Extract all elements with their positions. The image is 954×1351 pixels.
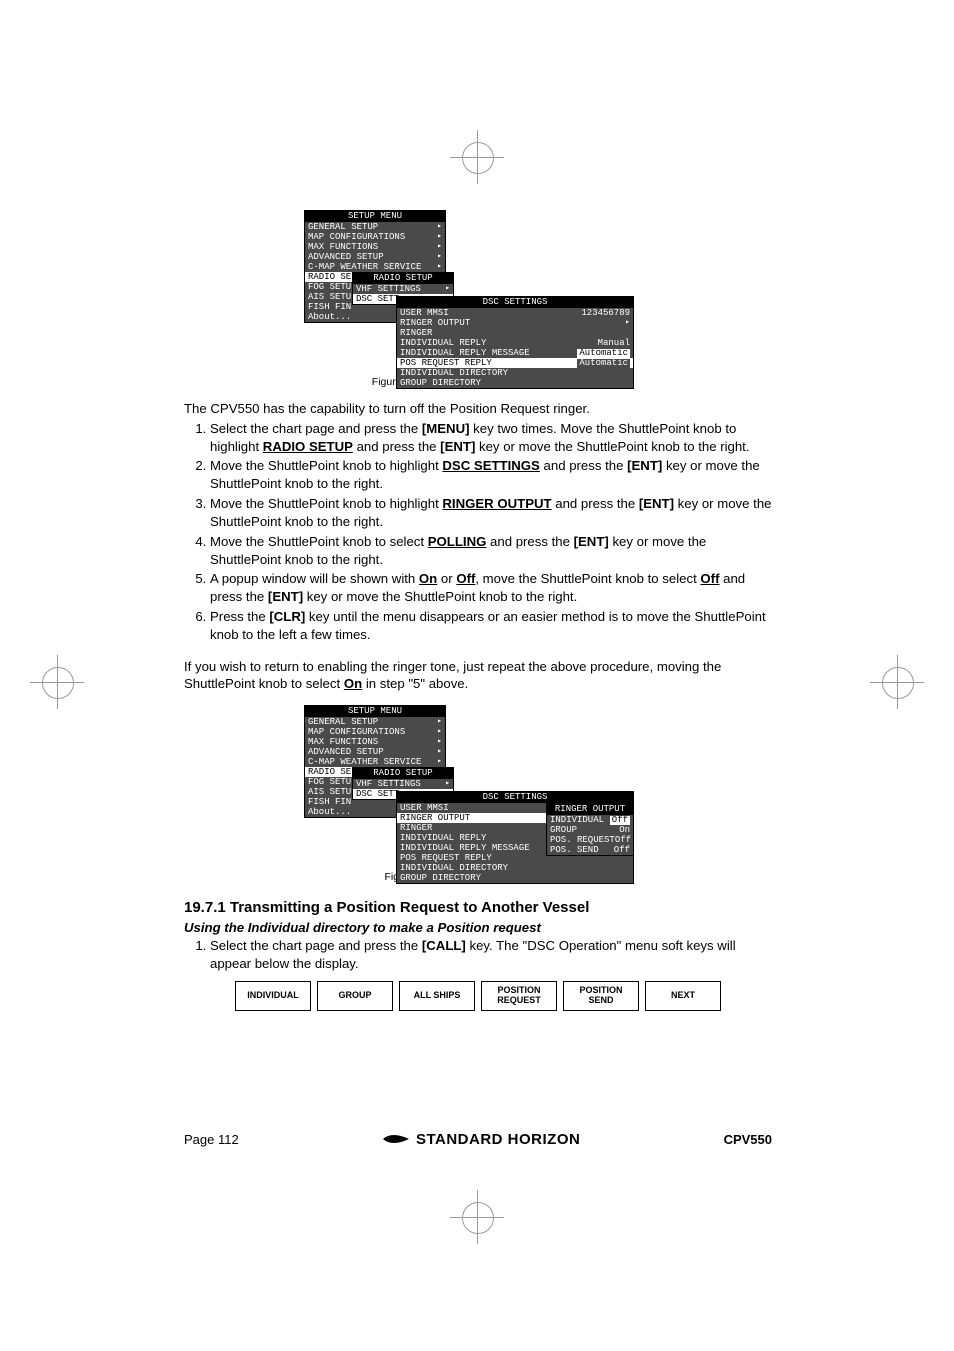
footer-page: Page 112 [184, 1132, 239, 1147]
ringer-val: Off [614, 846, 630, 855]
step-5: A popup window will be shown with On or … [210, 570, 772, 606]
crop-mark-bottom [450, 1190, 504, 1244]
footer-model: CPV550 [724, 1132, 772, 1147]
setup-item: FOG SETU [308, 283, 351, 292]
softkey-group[interactable]: GROUP [317, 981, 393, 1011]
section-heading: 19.7.1 Transmitting a Position Request t… [184, 899, 772, 916]
dsc-mmsi: 123456789 [581, 309, 630, 318]
page-footer: Page 112 STANDARD HORIZON CPV550 [184, 1130, 772, 1148]
softkey-position-send[interactable]: POSITION SEND [563, 981, 639, 1011]
footer-brand-text: STANDARD HORIZON [416, 1131, 580, 1148]
setup-item: MAX FUNCTIONS [308, 243, 378, 252]
step-2: Move the ShuttlePoint knob to highlight … [210, 457, 772, 493]
closing-text: If you wish to return to enabling the ri… [184, 658, 772, 694]
radio-item: VHF SETTINGS [356, 780, 421, 789]
intro-text: The CPV550 has the capability to turn of… [184, 400, 772, 418]
dsc-item: INDIVIDUAL DIRECTORY [400, 369, 508, 378]
setup-item: FOG SETU [308, 778, 351, 787]
step-4: Move the ShuttlePoint knob to select POL… [210, 533, 772, 569]
step-3: Move the ShuttlePoint knob to highlight … [210, 495, 772, 531]
ringer-val: Off [615, 836, 631, 845]
step-1: Select the chart page and press the [MEN… [210, 420, 772, 456]
radio-item-hl: DSC SETT [356, 790, 399, 799]
radio-setup-title: RADIO SETUP [353, 768, 453, 779]
ringer-row: POS. SEND [550, 846, 599, 855]
figure-pos-request-reply: SETUP MENU GENERAL SETUP▸ MAP CONFIGURAT… [304, 210, 634, 370]
dsc-item: RINGER OUTPUT [400, 319, 470, 328]
crop-mark-right [870, 655, 924, 709]
ringer-output-panel: RINGER OUTPUT INDIVIDUAL Off GROUP On POS.… [546, 803, 634, 856]
call-step-1: Select the chart page and press the [CAL… [210, 937, 772, 973]
dsc-item: POS REQUEST REPLY [400, 854, 492, 863]
radio-item-hl: DSC SETT [356, 295, 399, 304]
brand-swoosh-icon [382, 1130, 410, 1148]
dsc-val-hl: Automatic [577, 349, 630, 358]
ringer-row: GROUP [550, 826, 577, 835]
footer-brand: STANDARD HORIZON [382, 1130, 580, 1148]
dsc-item: GROUP DIRECTORY [400, 874, 481, 883]
setup-item: MAP CONFIGURATIONS [308, 233, 405, 242]
dsc-val: Manual [598, 339, 630, 348]
figure-ringer-output: SETUP MENU GENERAL SETUP▸ MAP CONFIGURAT… [304, 705, 634, 865]
setup-item: GENERAL SETUP [308, 718, 378, 727]
radio-item: VHF SETTINGS [356, 285, 421, 294]
softkey-next[interactable]: NEXT [645, 981, 721, 1011]
setup-menu-title: SETUP MENU [305, 706, 445, 717]
radio-setup-title: RADIO SETUP [353, 273, 453, 284]
setup-item: About... [308, 313, 351, 322]
dsc-item: INDIVIDUAL DIRECTORY [400, 864, 508, 873]
crop-mark-top [450, 130, 504, 184]
setup-item-hl: RADIO SE [308, 768, 351, 777]
setup-item: AIS SETU [308, 293, 351, 302]
dsc-side: Automatic [577, 359, 630, 368]
sub-heading: Using the Individual directory to make a… [184, 920, 772, 935]
setup-item: MAX FUNCTIONS [308, 738, 378, 747]
softkey-position-request[interactable]: POSITION REQUEST [481, 981, 557, 1011]
ringer-row: POS. REQUEST [550, 836, 615, 845]
setup-item: C-MAP WEATHER SERVICE [308, 758, 421, 767]
ringer-val-hl: Off [610, 816, 630, 825]
dsc-item: INDIVIDUAL REPLY MESSAGE [400, 844, 530, 853]
softkey-all-ships[interactable]: ALL SHIPS [399, 981, 475, 1011]
page: SETUP MENU GENERAL SETUP▸ MAP CONFIGURAT… [0, 0, 954, 1351]
call-steps: Select the chart page and press the [CAL… [184, 937, 772, 973]
setup-item-hl: RADIO SE [308, 273, 351, 282]
setup-item: GENERAL SETUP [308, 223, 378, 232]
setup-item: About... [308, 808, 351, 817]
content-column: SETUP MENU GENERAL SETUP▸ MAP CONFIGURAT… [184, 210, 772, 1011]
dsc-item: USER MMSI [400, 804, 449, 813]
dsc-item: GROUP DIRECTORY [400, 379, 481, 388]
softkey-row: INDIVIDUAL GROUP ALL SHIPS POSITION REQU… [184, 981, 772, 1011]
ringer-row: INDIVIDUAL [550, 816, 604, 825]
dsc-item: INDIVIDUAL REPLY [400, 834, 486, 843]
dsc-settings-title: DSC SETTINGS [397, 792, 633, 803]
dsc-settings-title: DSC SETTINGS [397, 297, 633, 308]
dsc-item-hl: RINGER OUTPUT [400, 814, 470, 823]
setup-item: ADVANCED SETUP [308, 748, 384, 757]
ringer-val: On [619, 826, 630, 835]
setup-item: ADVANCED SETUP [308, 253, 384, 262]
setup-menu-title: SETUP MENU [305, 211, 445, 222]
step-6: Press the [CLR] key until the menu disap… [210, 608, 772, 644]
setup-item: FISH FIN [308, 303, 351, 312]
ringer-output-title: RINGER OUTPUT [547, 804, 633, 815]
setup-item: C-MAP WEATHER SERVICE [308, 263, 421, 272]
setup-item: AIS SETU [308, 788, 351, 797]
dsc-item: INDIVIDUAL REPLY [400, 339, 486, 348]
steps-list: Select the chart page and press the [MEN… [184, 420, 772, 644]
setup-item: FISH FIN [308, 798, 351, 807]
dsc-item: RINGER [400, 824, 432, 833]
dsc-item: INDIVIDUAL REPLY MESSAGE [400, 349, 530, 358]
dsc-item: USER MMSI [400, 309, 449, 318]
dsc-item-hl: POS REQUEST REPLY [400, 359, 492, 368]
softkey-individual[interactable]: INDIVIDUAL [235, 981, 311, 1011]
crop-mark-left [30, 655, 84, 709]
dsc-item: RINGER [400, 329, 432, 338]
setup-item: MAP CONFIGURATIONS [308, 728, 405, 737]
dsc-settings-panel: DSC SETTINGS USER MMSI 123456789 RINGER O… [396, 296, 634, 389]
